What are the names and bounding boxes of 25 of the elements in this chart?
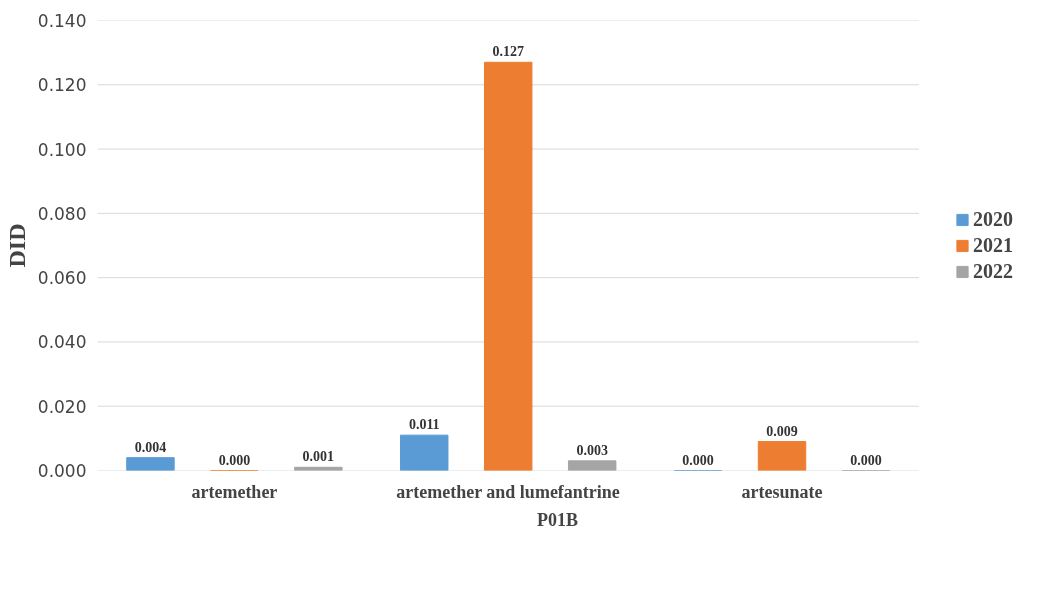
legend-label: 2022 [973, 259, 1013, 283]
data-label: 0.009 [766, 423, 798, 439]
data-label: 0.001 [302, 449, 335, 465]
y-axis-title: DID [3, 223, 30, 268]
data-label: 0.004 [134, 439, 167, 455]
data-label: 0.003 [576, 442, 608, 458]
legend-label: 2021 [973, 233, 1013, 257]
data-label: 0.000 [850, 452, 882, 468]
y-tick-label: 0.040 [37, 332, 87, 353]
y-tick-label: 0.000 [37, 461, 87, 481]
y-tick-label: 0.140 [37, 11, 87, 31]
y-tick-label: 0.100 [37, 139, 87, 160]
x-axis-title: P01B [537, 509, 579, 530]
x-tick-label: artemether and lumefantrine [396, 481, 620, 502]
data-label: 0.011 [408, 417, 440, 433]
data-label: 0.000 [682, 452, 714, 468]
x-tick-label: artesunate [741, 481, 823, 502]
data-label: 0.127 [492, 44, 524, 60]
y-tick-label: 0.060 [37, 268, 87, 289]
data-label: 0.000 [218, 452, 251, 468]
x-tick-label: artemether [191, 481, 278, 502]
y-tick-label: 0.020 [37, 396, 87, 417]
y-tick-label: 0.120 [37, 75, 87, 96]
y-tick-label: 0.080 [37, 203, 87, 224]
legend-label: 2020 [973, 207, 1013, 231]
